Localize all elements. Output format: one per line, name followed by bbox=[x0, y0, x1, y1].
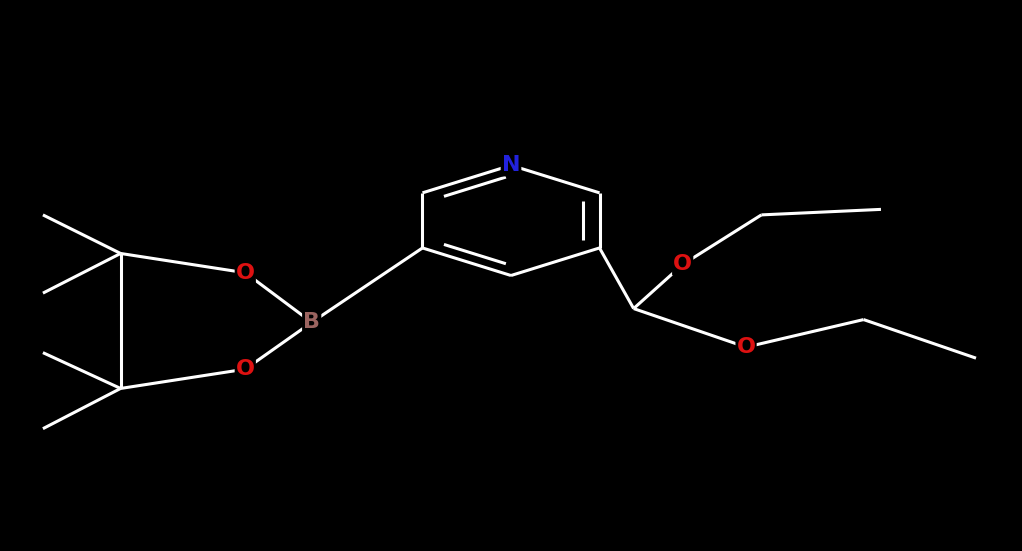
Text: N: N bbox=[502, 155, 520, 175]
Text: O: O bbox=[236, 359, 254, 379]
Text: O: O bbox=[673, 255, 692, 274]
Text: O: O bbox=[236, 263, 254, 283]
Text: B: B bbox=[304, 312, 320, 332]
Text: O: O bbox=[737, 337, 755, 357]
